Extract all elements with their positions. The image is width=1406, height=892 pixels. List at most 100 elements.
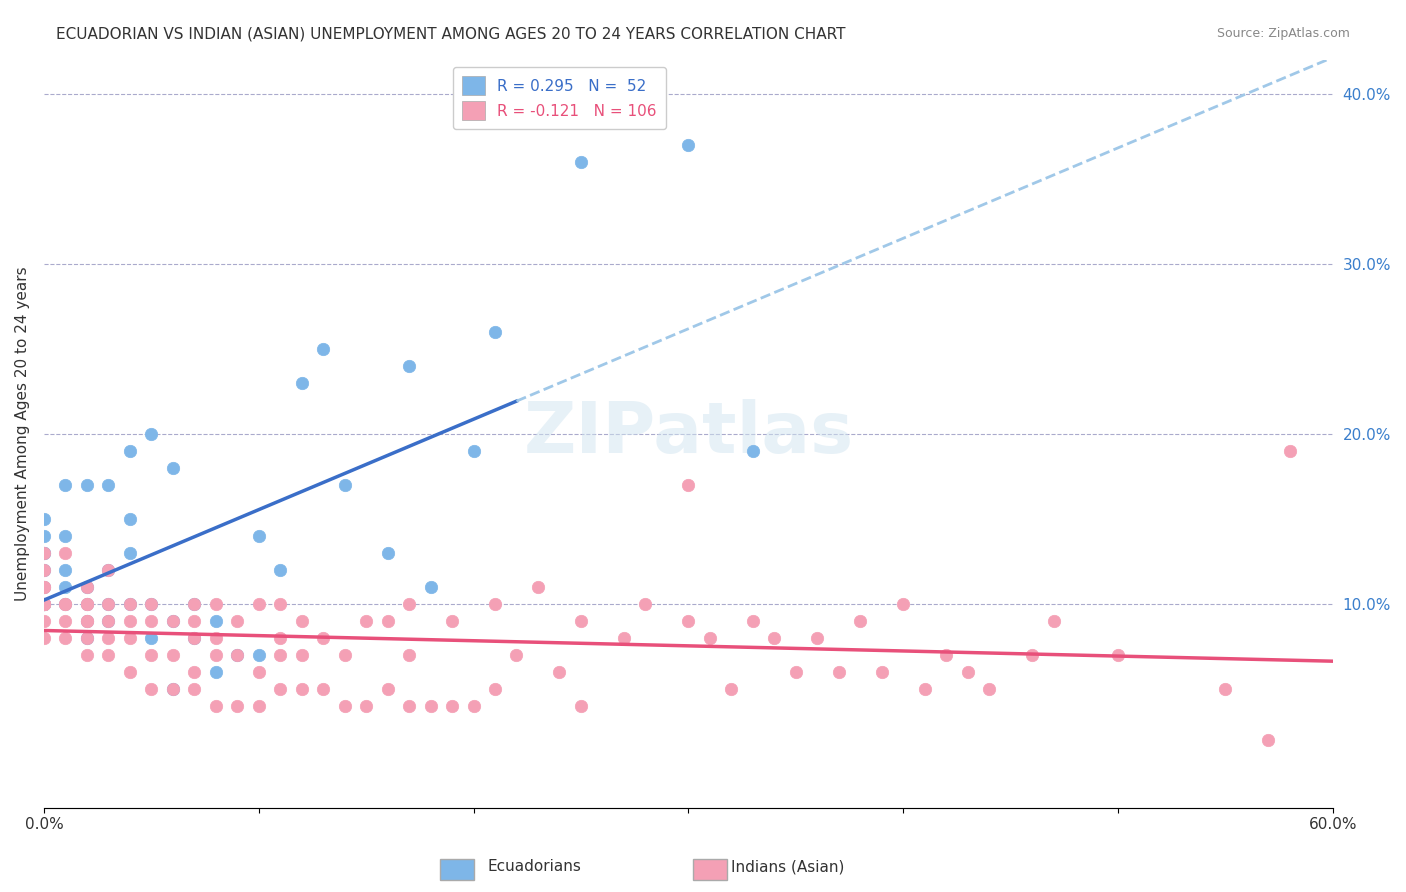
Point [97,563,120,577]
Point [785,665,807,679]
Point [183,665,205,679]
Point [634,597,657,611]
Point [678,614,700,628]
Point [141,631,163,645]
Point [97,597,120,611]
Point [141,648,163,662]
FancyBboxPatch shape [440,859,474,880]
Point [53,614,76,628]
Point [377,614,399,628]
Point [53,563,76,577]
Point [226,614,249,628]
Point [162,648,184,662]
Point [1278,443,1301,458]
Point [204,614,226,628]
Point [162,614,184,628]
Point [1021,648,1043,662]
Point [76,614,98,628]
Point [398,698,420,713]
Point [97,614,120,628]
Point [720,681,742,696]
Point [32,546,55,560]
Point [118,443,141,458]
Point [183,597,205,611]
Point [76,597,98,611]
Point [32,614,55,628]
Point [32,597,55,611]
Point [141,614,163,628]
Point [53,597,76,611]
Point [32,597,55,611]
Point [956,665,979,679]
Point [441,614,464,628]
Point [97,648,120,662]
Point [914,681,936,696]
Point [291,376,314,390]
FancyBboxPatch shape [693,859,727,880]
Point [398,648,420,662]
Point [162,681,184,696]
Point [441,698,464,713]
Point [53,529,76,543]
Point [32,511,55,525]
Point [97,477,120,491]
Point [377,681,399,696]
Point [226,648,249,662]
Point [226,648,249,662]
Text: Source: ZipAtlas.com: Source: ZipAtlas.com [1216,27,1350,40]
Point [269,597,291,611]
Point [849,614,872,628]
Point [32,597,55,611]
Text: Indians (Asian): Indians (Asian) [731,859,844,874]
Point [977,681,1000,696]
Point [53,597,76,611]
Point [76,614,98,628]
Point [76,631,98,645]
Point [678,477,700,491]
Point [678,137,700,152]
Point [53,546,76,560]
Point [32,580,55,594]
Point [806,631,828,645]
Point [162,681,184,696]
Point [312,342,335,356]
Point [118,665,141,679]
Point [204,665,226,679]
Point [1257,732,1279,747]
Point [204,648,226,662]
Point [118,597,141,611]
Point [226,698,249,713]
Point [97,631,120,645]
Point [569,698,592,713]
Point [53,477,76,491]
Point [419,698,441,713]
Text: Ecuadorians: Ecuadorians [488,859,581,874]
Point [354,614,377,628]
Point [97,614,120,628]
Point [312,681,335,696]
Point [548,665,571,679]
Point [32,563,55,577]
Point [741,614,763,628]
Point [269,648,291,662]
Point [118,631,141,645]
Point [613,631,636,645]
Point [76,580,98,594]
Point [32,631,55,645]
Point [484,681,506,696]
Point [32,597,55,611]
Point [269,563,291,577]
Point [741,443,763,458]
Point [828,665,851,679]
Point [141,597,163,611]
Point [141,426,163,441]
Point [699,631,721,645]
Point [1042,614,1064,628]
Point [162,614,184,628]
Point [484,325,506,339]
Point [463,443,485,458]
Point [32,529,55,543]
Point [247,698,270,713]
Point [32,597,55,611]
Point [398,597,420,611]
